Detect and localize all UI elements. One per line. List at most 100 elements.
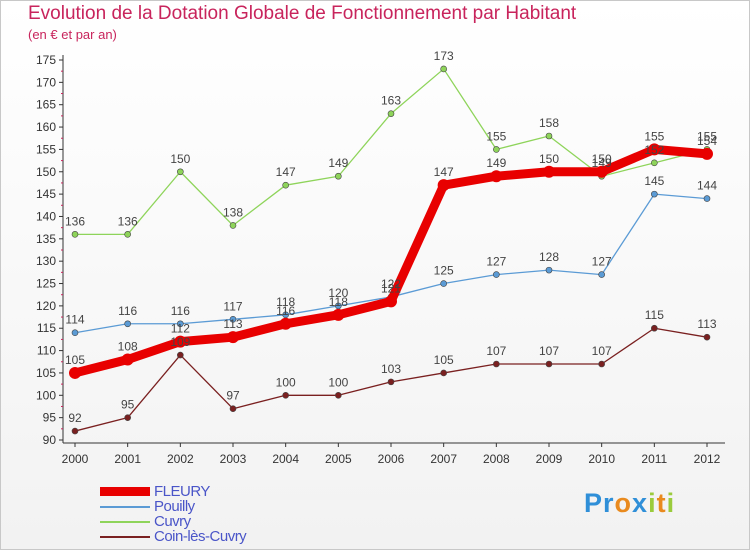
data-label-coin-l-s-cuvry: 113	[697, 317, 716, 331]
data-point-coin-l-s-cuvry	[703, 333, 711, 341]
data-label-pouilly: 122	[381, 277, 401, 291]
x-tick-label: 2000	[62, 452, 89, 466]
data-point-cuvry	[71, 231, 79, 238]
data-point-pouilly	[124, 320, 131, 328]
data-label-fleury: 112	[171, 322, 190, 336]
data-point-coin-l-s-cuvry	[440, 369, 447, 377]
data-point-cuvry	[493, 146, 500, 153]
data-label-pouilly: 114	[65, 313, 84, 327]
data-point-fleury	[385, 295, 397, 308]
legend-item-fleury[interactable]: FLEURY	[100, 483, 246, 500]
data-label-fleury: 113	[223, 317, 242, 331]
logo-letter: P	[584, 488, 604, 518]
data-point-coin-l-s-cuvry	[177, 351, 184, 359]
data-point-fleury	[174, 335, 187, 348]
data-label-cuvry: 155	[697, 129, 717, 143]
x-tick-label: 2005	[325, 452, 352, 466]
y-tick-label: 115	[37, 321, 56, 335]
data-label-pouilly: 127	[592, 255, 612, 269]
data-point-pouilly	[598, 271, 605, 278]
x-tick-label: 2009	[536, 452, 563, 466]
data-label-cuvry: 163	[381, 94, 401, 108]
data-label-cuvry: 136	[65, 214, 85, 228]
data-label-cuvry: 173	[434, 49, 454, 63]
data-label-cuvry: 158	[539, 116, 559, 130]
data-point-fleury	[69, 366, 81, 379]
legend-label: Pouilly	[154, 498, 195, 515]
data-point-fleury	[595, 165, 608, 178]
x-tick-label: 2006	[378, 452, 405, 466]
data-point-cuvry	[440, 65, 447, 73]
data-point-fleury	[490, 170, 503, 183]
data-point-cuvry	[282, 181, 289, 189]
x-tick-label: 2012	[694, 452, 721, 466]
data-point-pouilly	[229, 315, 237, 323]
data-label-cuvry: 136	[118, 214, 138, 228]
data-label-coin-l-s-cuvry: 107	[486, 344, 506, 358]
y-tick-label: 160	[36, 120, 56, 134]
data-point-coin-l-s-cuvry	[282, 391, 289, 399]
data-label-fleury: 116	[276, 304, 295, 318]
data-point-coin-l-s-cuvry	[598, 360, 605, 368]
data-point-coin-l-s-cuvry	[124, 414, 131, 421]
y-tick-label: 165	[36, 98, 56, 112]
data-label-coin-l-s-cuvry: 95	[121, 398, 135, 412]
data-label-pouilly: 145	[644, 174, 664, 188]
x-tick-label: 2003	[220, 452, 247, 466]
legend-label: Cuvry	[154, 513, 191, 530]
data-label-pouilly: 125	[434, 264, 454, 278]
data-label-coin-l-s-cuvry: 100	[328, 375, 348, 389]
x-tick-label: 2011	[641, 452, 667, 466]
logo-letter: t	[656, 488, 667, 518]
data-label-pouilly: 116	[171, 304, 190, 318]
data-point-cuvry	[387, 110, 395, 117]
data-label-pouilly: 120	[328, 286, 348, 300]
data-point-fleury	[332, 308, 345, 321]
data-point-fleury	[701, 147, 713, 160]
legend-item-cuvry[interactable]: Cuvry	[100, 513, 246, 530]
data-point-coin-l-s-cuvry	[387, 378, 395, 386]
data-label-coin-l-s-cuvry: 92	[68, 411, 82, 425]
data-point-pouilly	[651, 190, 658, 198]
data-point-fleury	[437, 179, 450, 192]
data-label-coin-l-s-cuvry: 115	[645, 308, 664, 322]
y-tick-label: 110	[37, 344, 56, 358]
data-label-coin-l-s-cuvry: 107	[592, 344, 612, 358]
data-point-pouilly	[545, 266, 553, 274]
data-point-cuvry	[651, 159, 658, 167]
data-point-coin-l-s-cuvry	[229, 405, 237, 413]
data-point-fleury	[648, 143, 661, 156]
data-label-coin-l-s-cuvry: 105	[434, 353, 454, 367]
data-label-cuvry: 152	[644, 143, 664, 157]
data-point-pouilly	[703, 195, 711, 202]
data-label-fleury: 121	[381, 281, 401, 295]
y-tick-label: 95	[43, 411, 57, 425]
legend-item-coin-les-cuvry[interactable]: Coin-lès-Cuvry	[100, 528, 247, 545]
y-tick-label: 175	[36, 53, 56, 67]
data-point-cuvry	[545, 132, 553, 140]
y-tick-label: 135	[36, 232, 56, 246]
legend-swatch-fleury	[100, 487, 150, 496]
data-label-fleury: 155	[644, 129, 664, 143]
data-label-cuvry: 138	[223, 205, 243, 219]
logo-letter: i	[648, 488, 657, 518]
data-label-cuvry: 150	[170, 152, 190, 166]
data-point-coin-l-s-cuvry	[493, 360, 500, 368]
data-point-coin-l-s-cuvry	[71, 427, 79, 435]
x-tick-label: 2001	[114, 452, 141, 466]
data-label-fleury: 150	[592, 152, 612, 166]
data-point-fleury	[121, 353, 134, 366]
data-label-fleury: 154	[697, 134, 717, 148]
data-point-cuvry	[124, 231, 131, 238]
y-tick-label: 140	[36, 209, 56, 223]
data-label-coin-l-s-cuvry: 97	[226, 389, 240, 403]
data-point-coin-l-s-cuvry	[335, 391, 342, 399]
data-point-cuvry	[335, 172, 342, 180]
legend-item-pouilly[interactable]: Pouilly	[100, 498, 246, 515]
y-tick-label: 150	[36, 165, 56, 179]
y-tick-label: 145	[36, 187, 56, 201]
data-label-cuvry: 147	[276, 165, 296, 179]
data-point-fleury	[543, 165, 555, 178]
